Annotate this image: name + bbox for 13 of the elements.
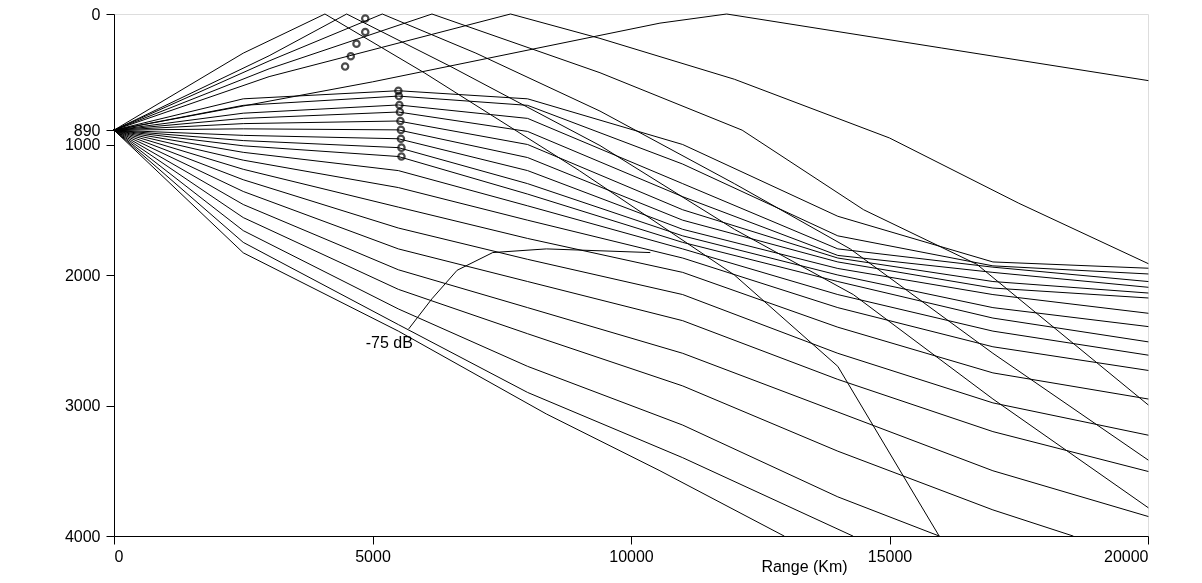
y-tick-label: 4000 [64,527,101,545]
y-tick-label: 890 [73,121,101,139]
x-tick-label: 0 [114,547,124,565]
y-tick-label: 2000 [64,266,101,284]
y-tick-label: 1000 [64,136,101,153]
x-tick-label: 5000 [355,547,391,565]
x-axis-title: Range (Km) [761,557,848,575]
x-tick-label: 15000 [867,547,913,565]
annotation: -75 dB [365,333,413,351]
y-tick-label: 0 [91,5,101,23]
x-tick-label: 20000 [1104,547,1149,565]
x-tick-label: 10000 [609,547,654,565]
y-tick-label: 3000 [64,397,101,414]
